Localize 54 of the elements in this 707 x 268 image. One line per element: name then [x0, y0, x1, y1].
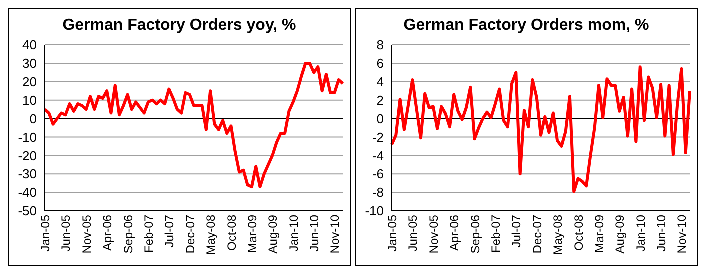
y-tick-label: -20 — [18, 148, 37, 164]
x-tick-label: Sep-06 — [468, 214, 482, 254]
x-tick-label: Feb-07 — [488, 214, 503, 254]
x-tick-label: Jan-05 — [38, 214, 53, 252]
y-tick-label: 4 — [376, 74, 384, 90]
y-tick-label: 30 — [22, 56, 37, 72]
x-tick-label: Jan-10 — [286, 214, 301, 252]
x-tick-label: Mar-09 — [245, 214, 260, 254]
y-tick-label: 2 — [376, 92, 384, 108]
x-tick-label: Jul-07 — [162, 214, 177, 248]
x-tick-label: Jun-10 — [308, 214, 322, 252]
chart-title: German Factory Orders mom, % — [402, 17, 650, 36]
y-tick-label: -10 — [365, 204, 384, 219]
y-tick-label: -40 — [18, 185, 37, 200]
x-tick-label: Dec-07 — [183, 214, 198, 254]
x-tick-label: Jul-07 — [510, 214, 524, 248]
y-tick-label: -6 — [372, 166, 384, 182]
x-tick-label: Nov-10 — [328, 214, 342, 254]
y-tick-label: 40 — [22, 38, 37, 53]
x-tick-label: May-08 — [204, 214, 218, 256]
x-tick-label: Aug-09 — [613, 214, 628, 254]
x-tick-label: Apr-06 — [100, 214, 115, 252]
y-tick-label: -8 — [372, 185, 384, 200]
x-tick-label: Jun-05 — [406, 214, 420, 252]
y-tick-label: -50 — [18, 204, 37, 219]
y-tick-label: 6 — [376, 56, 384, 72]
x-tick-label: Dec-07 — [530, 214, 544, 254]
y-tick-label: -10 — [18, 130, 37, 145]
x-tick-label: Nov-05 — [426, 214, 441, 254]
x-tick-label: Aug-09 — [266, 214, 280, 254]
y-tick-label: 0 — [30, 111, 37, 126]
y-tick-label: 0 — [376, 111, 384, 126]
y-tick-label: 8 — [376, 38, 384, 53]
x-tick-label: Oct-08 — [224, 214, 239, 252]
x-tick-label: Oct-08 — [572, 214, 586, 252]
x-tick-label: Sep-06 — [121, 214, 136, 254]
x-tick-label: Jun-10 — [654, 214, 669, 252]
x-tick-label: Feb-07 — [142, 214, 156, 254]
x-tick-label: May-08 — [551, 214, 566, 256]
x-tick-label: Jan-05 — [386, 214, 400, 252]
x-tick-label: Apr-06 — [448, 214, 462, 252]
y-tick-label: 10 — [22, 92, 37, 108]
x-tick-label: Mar-09 — [592, 214, 606, 254]
x-tick-label: Jan-10 — [634, 214, 648, 252]
y-tick-label: -30 — [18, 166, 37, 182]
chart-title: German Factory Orders yoy, % — [62, 17, 298, 36]
y-tick-label: 20 — [22, 74, 37, 90]
line-series — [390, 66, 692, 194]
y-tick-label: -2 — [372, 130, 384, 145]
x-tick-label: Jun-05 — [59, 214, 74, 252]
y-tick-label: -4 — [372, 148, 384, 164]
line-series — [44, 62, 344, 189]
x-tick-label: Nov-10 — [675, 214, 690, 254]
x-tick-label: Nov-05 — [80, 214, 94, 254]
